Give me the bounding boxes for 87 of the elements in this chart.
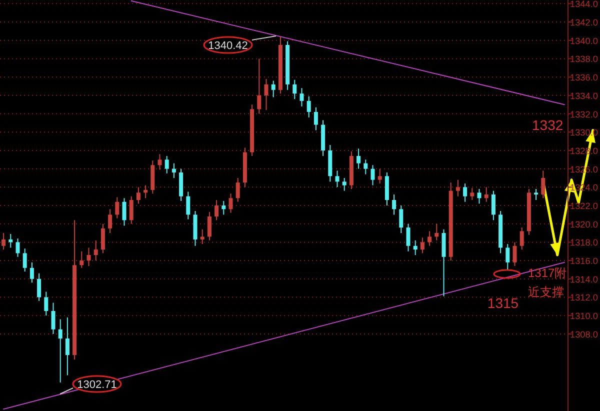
y-tick-label: 1312.0 xyxy=(570,292,598,303)
candlestick xyxy=(236,177,240,202)
candlestick xyxy=(534,188,538,200)
y-tick-label: 1314.0 xyxy=(570,274,598,284)
candlestick xyxy=(16,238,20,258)
annotation: 1315 xyxy=(487,269,521,311)
candlestick xyxy=(271,80,276,98)
candlestick xyxy=(364,159,368,175)
y-tick-label: 1334.0 xyxy=(570,90,598,101)
candlestick xyxy=(470,188,474,200)
y-tick-label: 1340.0 xyxy=(570,36,598,46)
annotation: 1302.71 xyxy=(77,379,117,391)
y-tick-label: 1320.0 xyxy=(570,219,598,230)
candlestick xyxy=(108,208,112,234)
candlestick xyxy=(428,230,432,246)
candlestick xyxy=(384,172,389,206)
candlestick xyxy=(506,244,510,270)
annotation: 1302.71 xyxy=(60,375,122,394)
y-tick-label: 1316.0 xyxy=(570,256,598,266)
candlestick xyxy=(406,223,410,252)
candlestick xyxy=(222,200,226,216)
candlestick xyxy=(264,78,268,111)
annotation: 1340.42 xyxy=(208,40,248,52)
candlestick xyxy=(30,262,34,284)
candlestick xyxy=(484,186,488,202)
candlestick xyxy=(477,188,482,204)
y-tick-label: 1336.0 xyxy=(570,72,598,83)
candlestick xyxy=(463,182,468,202)
candlestick xyxy=(413,240,418,256)
y-tick-label: 1308.0 xyxy=(570,329,598,340)
candlestick xyxy=(144,184,148,199)
annotation: 1317附近支撑 xyxy=(528,265,568,301)
candlestick xyxy=(356,148,361,170)
candlestick xyxy=(541,170,546,199)
candlestick xyxy=(115,196,120,219)
y-tick-label: 1322.0 xyxy=(570,201,598,211)
candlestick xyxy=(378,168,382,184)
candlestick xyxy=(491,190,496,221)
candlestick xyxy=(65,316,70,376)
y-tick-label: 1318.0 xyxy=(570,238,598,248)
candlestick xyxy=(2,232,6,250)
candlestick xyxy=(442,228,446,297)
candlestick xyxy=(314,106,318,131)
candlestick xyxy=(228,193,233,214)
candlestick xyxy=(94,240,98,262)
y-tick-label: 1338.0 xyxy=(570,54,598,64)
candlestick xyxy=(257,58,262,114)
candlestick xyxy=(37,272,42,302)
annotation: 1340.42 xyxy=(203,36,276,54)
candlestick xyxy=(186,191,190,220)
candlestick xyxy=(392,194,396,216)
candlestick xyxy=(44,291,48,316)
candlestick xyxy=(8,233,13,248)
y-tick-label: 1310.0 xyxy=(570,311,598,322)
y-tick-label: 1344.0 xyxy=(570,0,598,10)
candlestick xyxy=(456,179,460,197)
candlestick xyxy=(342,177,346,192)
candlestick xyxy=(207,211,212,241)
y-tick-label: 1332.0 xyxy=(570,109,598,120)
candlestick xyxy=(100,223,105,254)
candlestick xyxy=(335,170,340,188)
candlestick xyxy=(520,227,524,250)
candlestick xyxy=(306,96,311,118)
candlestick xyxy=(129,196,134,224)
candlestick xyxy=(420,237,424,254)
candlestick xyxy=(200,228,204,245)
candlestick xyxy=(122,198,126,226)
candlestick xyxy=(58,318,62,383)
candlestick xyxy=(164,155,169,174)
candlestick xyxy=(214,199,219,221)
candlestick xyxy=(179,168,184,202)
annotation: 1332 xyxy=(532,117,564,133)
candlestick xyxy=(370,164,375,186)
candlestick xyxy=(399,205,404,234)
candlestick xyxy=(512,242,517,267)
candlestick xyxy=(136,186,140,204)
annotation: 1315 xyxy=(487,295,519,311)
candlestick xyxy=(158,154,162,170)
candlestick xyxy=(300,88,304,107)
candlestick xyxy=(434,223,439,241)
y-tick-label: 1342.0 xyxy=(570,18,598,28)
candlestick xyxy=(86,247,91,267)
candlestick xyxy=(292,79,297,100)
candlestick xyxy=(22,248,27,272)
candlestick xyxy=(80,250,84,268)
candlestick xyxy=(172,162,176,178)
candlestick xyxy=(51,302,56,334)
